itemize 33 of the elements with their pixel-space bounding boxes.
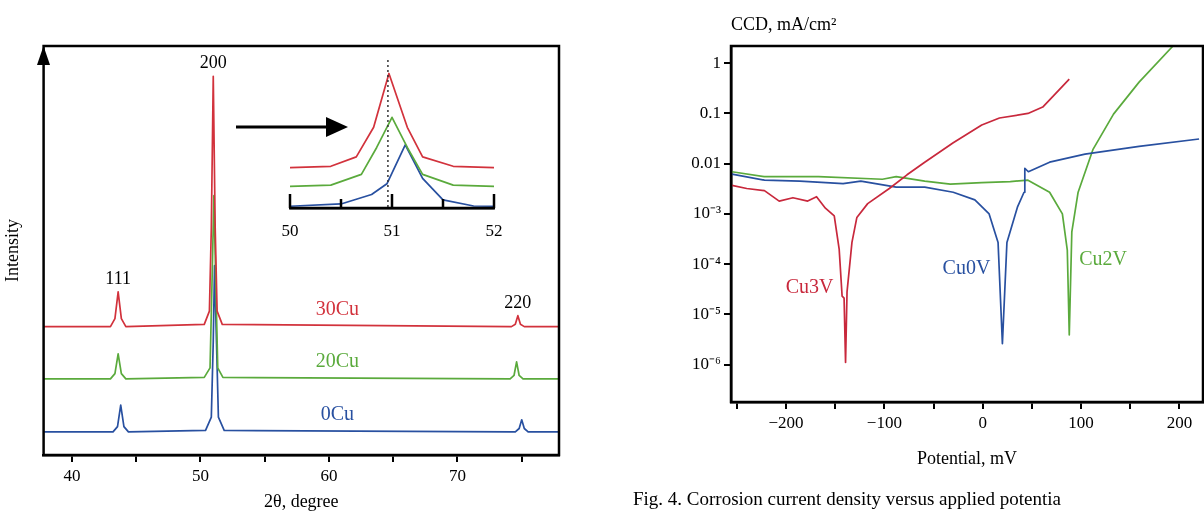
x-tick-label: −200 [768, 412, 804, 432]
annotation: 200 [199, 52, 227, 73]
series-label: Cu2V [1079, 247, 1128, 270]
x-tick-label: 70 [448, 465, 466, 485]
x-tick-label: 51 [383, 220, 401, 240]
y-tick-label: 1 [712, 52, 721, 72]
y-axis-title: Intensity [1, 219, 22, 282]
x-tick-label: 60 [320, 465, 338, 485]
x-axis-title: Potential, mV [917, 447, 1017, 468]
annotation: 111 [105, 267, 131, 288]
y-tick-label: 10⁻⁴ [692, 253, 722, 273]
x-tick-label: −100 [866, 412, 902, 432]
y-tick-label: 10⁻⁶ [692, 354, 722, 374]
x-tick-label: 100 [1068, 412, 1094, 432]
x-tick-label: 52 [485, 220, 503, 240]
y-tick-label: 10⁻³ [692, 203, 721, 223]
x-tick-label: 0 [978, 412, 987, 432]
series-label: 20Cu [315, 349, 360, 372]
x-tick-label: 50 [191, 465, 209, 485]
caption: Fig. 4. Corrosion current density versus applied potentia [633, 488, 1061, 510]
y-axis-title: CCD, mA/cm² [731, 14, 837, 35]
y-tick-label: 10⁻⁵ [692, 303, 722, 323]
x-tick-label: 50 [281, 220, 299, 240]
y-tick-label: 0.01 [691, 153, 721, 173]
series-label: Cu3V [785, 274, 835, 297]
x-tick-label: 40 [63, 465, 81, 485]
series-label: 30Cu [315, 296, 360, 319]
annotation: 220 [504, 291, 532, 312]
x-tick-label: 200 [1166, 412, 1193, 432]
x-axis-title: 2θ, degree [264, 490, 339, 511]
y-tick-label: 0.1 [699, 102, 721, 122]
series-label: Cu0V [942, 256, 991, 278]
series-label: 0Cu [320, 402, 355, 425]
